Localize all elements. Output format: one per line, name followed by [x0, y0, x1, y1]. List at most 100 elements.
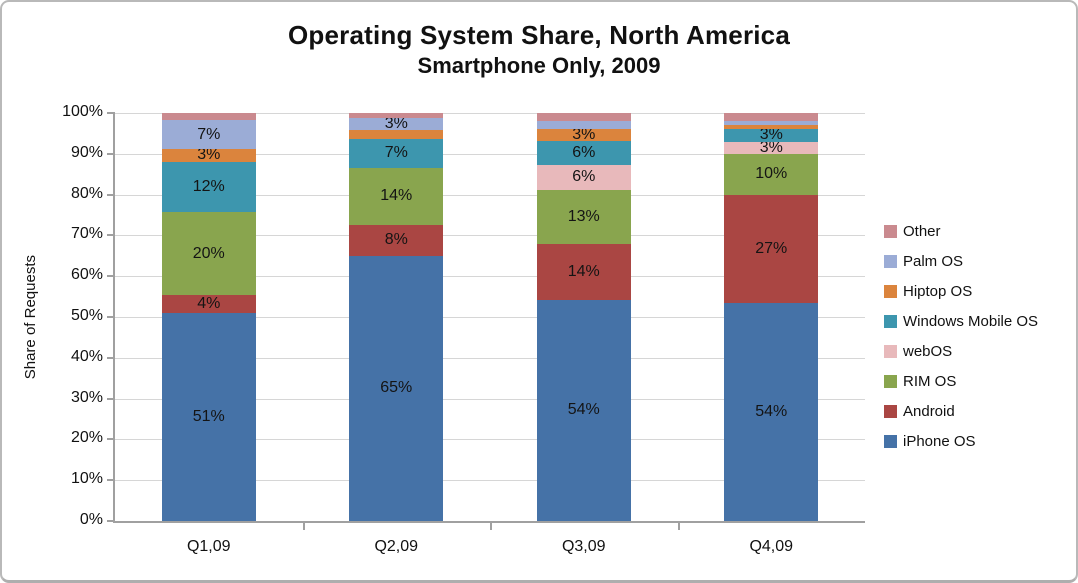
- plot-area: 51% 4% 20% 12% 3% 7% 65% 8% 14% 7% 3% 54% 14% 13% 6% 6%…: [115, 113, 865, 521]
- y-axis-tick: [107, 152, 115, 155]
- legend-swatch: [884, 404, 897, 418]
- legend-label: Android: [903, 402, 955, 420]
- bar-segment-iphone-os: 51%: [161, 312, 256, 521]
- bar-segment-windows-mobile-os: 12%: [161, 161, 256, 213]
- legend-item: iPhone OS: [884, 426, 1038, 456]
- bar-segment-hiptop-os: 3%: [161, 146, 256, 164]
- bar-segment-android: 8%: [349, 224, 444, 256]
- segment-label: 12%: [192, 178, 225, 196]
- legend-label: webOS: [903, 342, 953, 360]
- chart-title: Operating System Share, North America: [287, 20, 791, 50]
- bar-segment-windows-mobile-os: 7%: [349, 139, 444, 168]
- legend-swatch: [884, 314, 897, 328]
- segment-label: 51%: [192, 407, 225, 425]
- gridline: [115, 276, 865, 278]
- bar-segment-iphone-os: 65%: [349, 255, 444, 521]
- legend-label: iPhone OS: [903, 432, 976, 450]
- bar-segment-other: [349, 113, 444, 119]
- legend-item: webOS: [884, 336, 1038, 366]
- y-tick-label: 40%: [70, 347, 103, 365]
- y-axis-tick: [107, 234, 115, 237]
- segment-label: 54%: [755, 402, 788, 420]
- segment-label: 13%: [567, 207, 600, 225]
- y-tick-label: 20%: [70, 429, 103, 447]
- bar-segment-iphone-os: 54%: [536, 299, 631, 521]
- y-axis-tick: [107, 438, 115, 441]
- bar-segment-windows-mobile-os: 3%: [724, 126, 819, 144]
- x-tick-label: Q2,09: [374, 538, 419, 555]
- y-tick-label: 50%: [70, 307, 103, 324]
- y-tick-label: 10%: [70, 470, 103, 488]
- segment-label: 20%: [192, 244, 225, 262]
- bar-segment-hiptop-os: 3%: [536, 126, 631, 143]
- y-axis-tick: [107, 112, 115, 114]
- legend-swatch: [884, 224, 897, 238]
- legend-item: Android: [884, 396, 1038, 426]
- bar-segment-android: 4%: [161, 295, 256, 313]
- bar-segment-other: [161, 113, 256, 121]
- bar-segment-webos: 3%: [724, 138, 819, 156]
- bar-segment-android: 14%: [536, 243, 631, 300]
- bar-segment-iphone-os: 54%: [724, 302, 819, 521]
- bar-segment-hiptop-os: [349, 130, 444, 140]
- segment-label: 10%: [755, 165, 788, 183]
- segment-label: 6%: [572, 143, 596, 161]
- segment-label: 8%: [384, 231, 408, 249]
- segment-label: 6%: [572, 168, 596, 186]
- segment-label: 27%: [755, 239, 788, 257]
- segment-label: 3%: [759, 126, 783, 144]
- x-tick-label: Q1,09: [186, 538, 231, 555]
- legend-label: Palm OS: [903, 252, 964, 270]
- legend-item: RIM OS: [884, 366, 1038, 396]
- segment-label: 7%: [384, 144, 408, 162]
- y-tick-label: 90%: [70, 143, 103, 161]
- legend-swatch: [884, 284, 897, 298]
- y-tick-label: 0%: [79, 511, 103, 528]
- y-tick-label: 70%: [70, 225, 103, 243]
- y-axis-tick: [107, 275, 115, 278]
- y-axis-line: [113, 113, 115, 521]
- segment-label: 14%: [380, 187, 413, 205]
- gridline: [115, 480, 865, 482]
- y-axis-tick: [107, 397, 115, 400]
- legend-label: Hiptop OS: [903, 282, 973, 300]
- segment-label: 3%: [197, 146, 221, 164]
- segment-label: 3%: [384, 115, 408, 133]
- segment-label: 54%: [567, 401, 600, 419]
- bar-segment-android: 27%: [724, 194, 819, 303]
- bar-segment-windows-mobile-os: 6%: [536, 140, 631, 166]
- gridline: [115, 153, 865, 155]
- y-tick-label: 80%: [70, 184, 103, 202]
- x-axis-tick: [677, 523, 680, 530]
- segment-label: 4%: [197, 295, 221, 313]
- bar-segment-palm-os: 3%: [349, 115, 444, 133]
- legend-item: Other: [884, 216, 1038, 246]
- y-axis-tick: [107, 193, 115, 196]
- segment-label: 65%: [380, 379, 413, 397]
- y-tick-label: 60%: [70, 266, 103, 284]
- y-axis-tick: [107, 479, 115, 482]
- legend-swatch: [884, 254, 897, 268]
- chart-subtitle: Smartphone Only, 2009: [417, 53, 661, 78]
- y-axis-tick: [107, 356, 115, 359]
- bar-segment-other: [724, 113, 819, 122]
- y-tick-label: 100%: [62, 103, 103, 120]
- x-axis-line: [113, 521, 865, 523]
- bar-segment-other: [536, 113, 631, 122]
- legend-item: Windows Mobile OS: [884, 306, 1038, 336]
- y-axis-tick: [107, 520, 115, 522]
- bar-segment-rim-os: 14%: [349, 167, 444, 225]
- gridline: [115, 439, 865, 441]
- x-tick-label: Q4,09: [749, 538, 794, 555]
- segment-label: 3%: [759, 138, 783, 156]
- gridline: [115, 357, 865, 359]
- x-axis-tick: [490, 523, 492, 530]
- y-axis-tick: [107, 316, 115, 318]
- chart-title-block: Operating System Share, North America Sm…: [2, 18, 1076, 80]
- bar-segment-hiptop-os: [724, 125, 819, 130]
- legend-item: Palm OS: [884, 246, 1038, 276]
- gridline: [115, 194, 865, 196]
- x-axis-tick: [302, 523, 305, 530]
- legend-label: Windows Mobile OS: [903, 312, 1039, 330]
